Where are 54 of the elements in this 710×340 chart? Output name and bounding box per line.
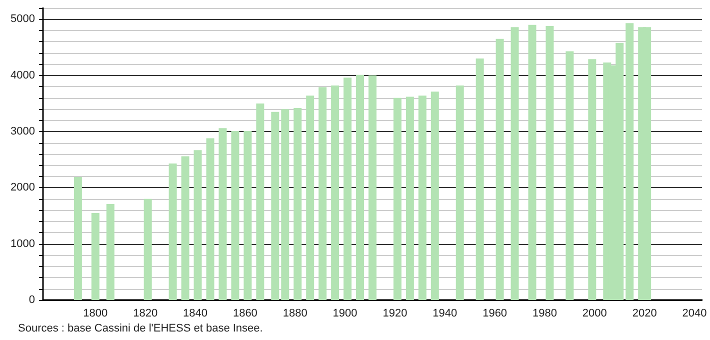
bar bbox=[244, 130, 252, 300]
bar bbox=[344, 78, 352, 300]
bar bbox=[588, 59, 596, 300]
bar bbox=[476, 58, 484, 300]
bar bbox=[496, 38, 504, 300]
bar bbox=[331, 85, 340, 300]
bar bbox=[626, 23, 634, 300]
x-tick-label: 1880 bbox=[282, 308, 308, 320]
y-tick-label: 3000 bbox=[10, 126, 35, 138]
y-tick-label: 2000 bbox=[10, 182, 35, 194]
x-tick-label: 1980 bbox=[532, 308, 557, 320]
bar bbox=[256, 103, 264, 300]
x-tick-label: 1900 bbox=[332, 308, 358, 320]
bar bbox=[91, 212, 100, 300]
bar bbox=[271, 112, 280, 300]
x-tick-label: 2040 bbox=[682, 308, 707, 320]
bar bbox=[566, 51, 574, 300]
bar bbox=[510, 27, 519, 300]
bar bbox=[406, 96, 414, 300]
bar bbox=[194, 150, 202, 300]
y-tick-label: 1000 bbox=[10, 238, 35, 250]
bar bbox=[168, 164, 177, 300]
bar bbox=[318, 87, 327, 300]
x-tick-label: 1800 bbox=[83, 308, 108, 320]
bar bbox=[456, 85, 464, 300]
y-tick-label: 4000 bbox=[10, 69, 35, 82]
x-tick-label: 1940 bbox=[432, 308, 458, 320]
y-tick-label: 0 bbox=[28, 294, 35, 306]
x-tick-label: 1920 bbox=[382, 308, 408, 320]
bar bbox=[294, 108, 302, 300]
x-tick-label: 1860 bbox=[232, 308, 258, 320]
bar bbox=[144, 198, 152, 300]
y-tick-label: 5000 bbox=[10, 13, 35, 26]
bar bbox=[181, 156, 190, 300]
x-tick-label: 1820 bbox=[133, 308, 158, 320]
x-tick-label: 1840 bbox=[183, 308, 208, 320]
bar bbox=[430, 92, 439, 300]
bar bbox=[231, 130, 240, 300]
x-tick-label: 2020 bbox=[632, 308, 657, 320]
bar bbox=[106, 204, 114, 300]
bar bbox=[306, 96, 314, 300]
bar bbox=[281, 109, 290, 300]
bar bbox=[74, 177, 82, 300]
x-tick-label: 1960 bbox=[482, 308, 508, 320]
x-tick-label: 2000 bbox=[582, 308, 607, 320]
bar bbox=[218, 128, 227, 300]
bar bbox=[368, 75, 376, 300]
bar bbox=[393, 98, 402, 300]
bar bbox=[546, 26, 554, 300]
bar bbox=[418, 96, 426, 300]
bar bbox=[356, 74, 364, 300]
bar bbox=[206, 138, 214, 300]
source-note: Sources : base Cassini de l'EHESS et base Insee. bbox=[18, 322, 263, 334]
bar bbox=[528, 24, 536, 300]
